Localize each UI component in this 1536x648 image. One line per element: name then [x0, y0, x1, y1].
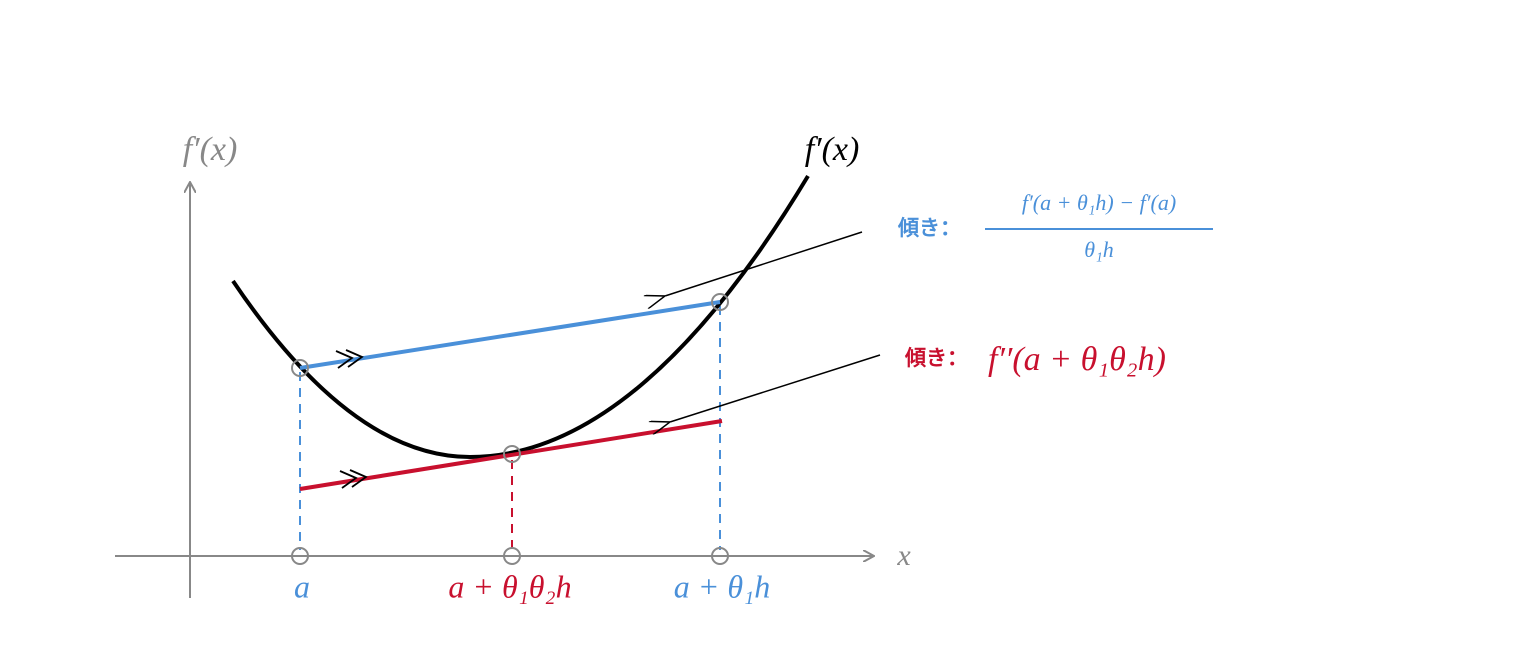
fraction-denominator: θ₁h: [1084, 237, 1113, 262]
x-point-label: a + θ₁θ₂h: [448, 568, 571, 604]
slope-prefix: 傾き：: [897, 216, 961, 240]
secant-line: [299, 300, 721, 370]
point-circle: [291, 359, 309, 377]
fraction-numerator: f′(a + θ₁h) − f′(a): [1022, 190, 1176, 215]
point-circle: [711, 547, 729, 565]
double-arrow: [335, 349, 364, 369]
point-circle: [503, 445, 521, 463]
x-axis-label: x: [896, 539, 911, 572]
point-circle: [503, 547, 521, 565]
pointer-arrow: [665, 231, 863, 296]
point-circle: [711, 293, 729, 311]
curve-label: f′(x): [805, 131, 860, 168]
point-markers: [291, 293, 729, 565]
point-circle: [291, 547, 309, 565]
y-axis-label: f′(x): [183, 131, 238, 168]
slope-formula: f′′(a + θ₁θ₂h): [988, 341, 1166, 378]
pointer-arrow: [670, 354, 881, 422]
x-point-label: a: [294, 568, 310, 604]
double-arrow: [339, 469, 368, 489]
slope-prefix: 傾き：: [904, 346, 968, 370]
curve: [231, 174, 810, 460]
x-point-label: a + θ₁h: [674, 568, 770, 604]
